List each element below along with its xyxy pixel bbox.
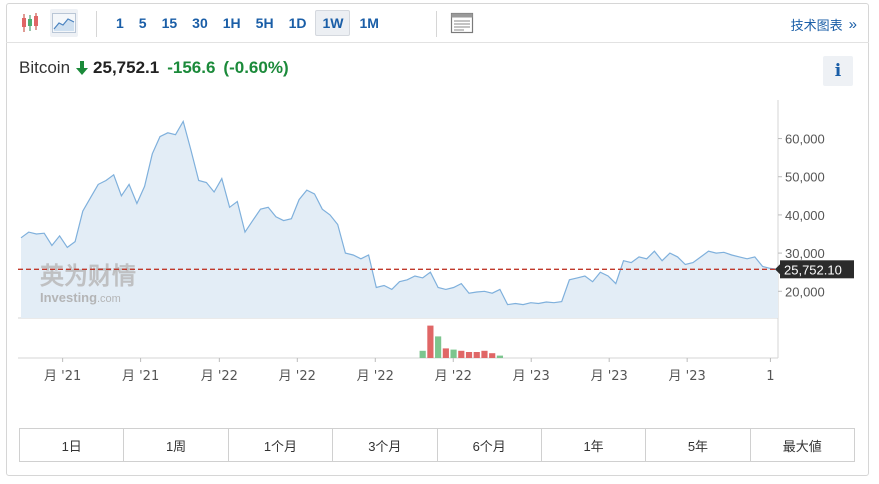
area-chart-icon[interactable] [50, 9, 78, 37]
volume-bar [465, 352, 473, 358]
period-selector: 1日 1周 1个月 3个月 6个月 1年 5年 最大値 [19, 428, 855, 462]
price-change-percent: (-0.60%) [223, 58, 289, 77]
y-tick-label: 60,000 [785, 132, 825, 147]
period-button[interactable]: 1日 [20, 429, 125, 461]
volume-bar [496, 355, 504, 358]
period-button[interactable]: 6个月 [437, 429, 542, 461]
x-tick-label: 月 '21 [122, 369, 159, 384]
x-tick-label: 月 '23 [513, 369, 550, 384]
interval-5h[interactable]: 5H [255, 15, 274, 31]
interval-1w[interactable]: 1W [315, 10, 351, 36]
y-tick-label: 30,000 [785, 246, 825, 261]
volume-bar [435, 336, 442, 358]
technical-chart-link[interactable]: 技术图表 » [791, 15, 857, 34]
period-button[interactable]: 1年 [541, 429, 647, 461]
x-tick-label: 月 '22 [357, 369, 394, 384]
price-change: -156.6 [167, 58, 216, 77]
arrow-down-icon [76, 61, 89, 75]
volume-bar [450, 349, 457, 358]
x-tick-label: 月 '21 [44, 369, 81, 384]
current-price-tag-pointer [775, 264, 780, 275]
x-tick-label: 月 '22 [279, 369, 316, 384]
x-tick-label: 月 '23 [591, 369, 628, 384]
interval-5[interactable]: 5 [138, 15, 147, 31]
x-tick-label: 月 '22 [435, 369, 472, 384]
toolbar-divider [96, 11, 97, 37]
candlestick-chart-icon[interactable] [16, 9, 44, 37]
volume-bar [481, 350, 488, 358]
last-price: 25,752.1 [93, 58, 160, 77]
interval-1m[interactable]: 1M [359, 15, 379, 31]
info-button[interactable]: i [823, 56, 853, 86]
interval-15[interactable]: 15 [161, 15, 178, 31]
watermark-cn: 英为财情 [40, 262, 136, 290]
x-tick-label: 月 '23 [669, 369, 706, 384]
volume-bar [427, 325, 434, 358]
volume-bar [489, 353, 496, 358]
watermark-en: Investing [40, 290, 97, 305]
interval-30[interactable]: 30 [192, 15, 208, 31]
period-button[interactable]: 1周 [124, 429, 229, 461]
table-view-icon[interactable] [448, 9, 476, 37]
current-price-tag [780, 260, 854, 279]
period-button[interactable]: 最大値 [750, 429, 854, 461]
y-tick-label: 20,000 [785, 284, 825, 299]
interval-1h[interactable]: 1H [222, 15, 241, 31]
x-tick-label: 月 '22 [201, 369, 238, 384]
toolbar-divider [436, 11, 437, 37]
technical-chart-label: 技术图表 [790, 18, 843, 33]
volume-bar [419, 350, 426, 358]
chart-toolbar: 1 5 15 30 1H 5H 1D 1W 1M 技术图表 » [6, 3, 869, 43]
period-button[interactable]: 1个月 [228, 429, 334, 461]
watermark-suffix: .com [97, 293, 121, 305]
interval-1d[interactable]: 1D [288, 15, 307, 31]
period-button[interactable]: 5年 [646, 429, 751, 461]
current-price-label: 25,752.10 [784, 262, 842, 277]
interval-1[interactable]: 1 [116, 15, 124, 31]
double-chevron-right-icon: » [848, 16, 857, 33]
volume-bar [473, 352, 480, 358]
quote-header: Bitcoin 25,752.1 -156.6 (-0.60%) [19, 58, 289, 78]
volume-bar [442, 348, 449, 358]
instrument-name: Bitcoin [19, 58, 71, 77]
price-chart[interactable]: 英为财情 Investing .com 25,752.10 60,000 50,000 40… [18, 100, 856, 390]
y-tick-label: 50,000 [785, 170, 825, 185]
info-icon: i [834, 61, 842, 81]
volume-bar [458, 350, 465, 358]
interval-selector: 1 5 15 30 1H 5H 1D 1W 1M [110, 9, 388, 37]
price-line-series [20, 119, 779, 306]
period-button[interactable]: 3个月 [333, 429, 438, 461]
y-tick-label: 40,000 [785, 208, 825, 223]
x-tick-label: 1 [766, 369, 774, 384]
